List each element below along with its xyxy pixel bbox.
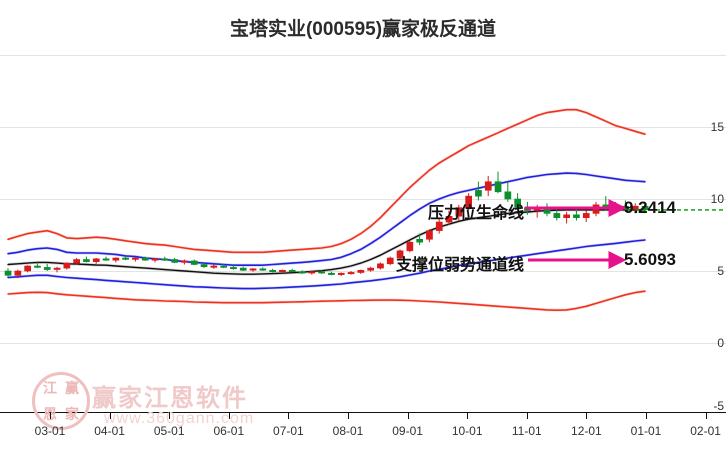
y-axis-label-neg5: -5 (713, 399, 724, 413)
x-axis-tick (228, 412, 230, 419)
page-title: 宝塔实业(000595)赢家极反通道 (229, 19, 497, 40)
x-axis-tick (288, 412, 290, 419)
x-axis-label: 11-01 (511, 424, 542, 438)
watermark-brand: 赢家江恩软件 (92, 385, 248, 412)
x-axis-tick (407, 412, 409, 419)
support-annotation-label: 支撑位弱势通道线 (396, 257, 525, 274)
y-axis-label-5: 5 (717, 264, 724, 278)
x-axis-label: 04-01 (94, 424, 125, 438)
x-axis-label: 02-01 (690, 424, 721, 438)
seal-char-4: 家 (65, 406, 79, 422)
watermark-url: www.360gann.com (104, 410, 255, 427)
x-axis-label: 07-01 (273, 424, 304, 438)
x-axis-tick (646, 412, 647, 419)
x-axis-tick (169, 412, 171, 419)
seal-char-1: 江 (43, 380, 57, 396)
x-axis-label: 09-01 (392, 424, 423, 438)
grid-line-0 (0, 343, 726, 344)
seal-char-2: 赢 (65, 380, 79, 396)
x-axis-label: 05-01 (153, 424, 185, 438)
x-axis-label: 03-01 (34, 424, 66, 438)
grid-line-15 (0, 127, 726, 128)
y-axis-label-10: 10 (710, 192, 724, 206)
x-axis-tick (467, 412, 469, 419)
x-axis-label: 06-01 (213, 424, 245, 438)
grid-line-10 (0, 199, 726, 200)
y-axis-label-15: 15 (710, 120, 724, 134)
x-axis-line (0, 412, 726, 413)
x-axis-tick (50, 412, 51, 419)
x-axis-tick (109, 412, 111, 419)
x-axis-label: 10-01 (451, 424, 483, 438)
x-axis-tick (705, 412, 707, 419)
support-annotation-value: 5.6093 (624, 250, 676, 269)
x-axis-label: 12-01 (571, 424, 602, 438)
x-axis-label: 08-01 (332, 424, 364, 438)
y-axis-label-0: 0 (717, 336, 724, 350)
x-axis-tick (526, 412, 528, 419)
resistance-annotation-value: 9.2414 (624, 198, 676, 217)
resistance-annotation-label: 压力位生命线 (428, 205, 525, 222)
x-axis-tick (348, 412, 349, 419)
x-axis-label: 01-01 (630, 424, 662, 438)
x-axis-tick (586, 412, 588, 419)
grid-line-top (0, 55, 726, 56)
